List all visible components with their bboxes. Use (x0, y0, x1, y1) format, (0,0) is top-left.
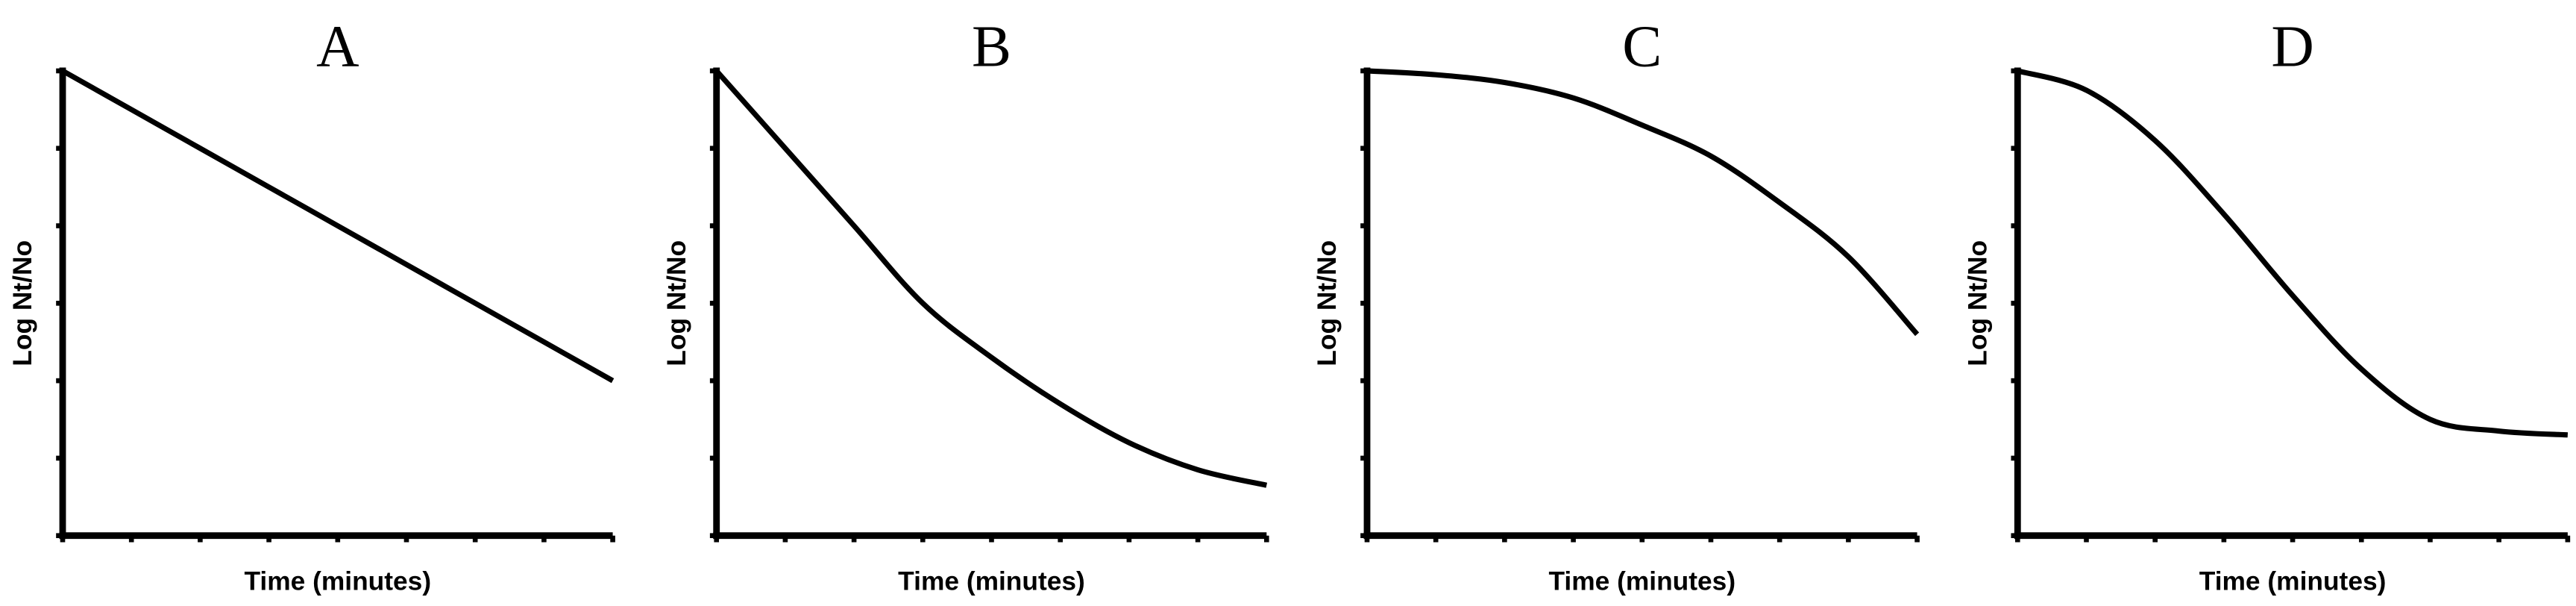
x-axis-label: Time (minutes) (2199, 567, 2387, 596)
panel: A Time (minutes) Log Nt/No (8, 13, 615, 596)
panel-title: B (972, 13, 1011, 79)
y-axis-label: Log Nt/No (1313, 240, 1342, 366)
x-axis-label: Time (minutes) (1548, 567, 1735, 596)
y-axis-label: Log Nt/No (662, 240, 691, 366)
y-axis-label: Log Nt/No (8, 240, 37, 366)
panel-title: C (1622, 13, 1662, 79)
x-axis-label: Time (minutes) (898, 567, 1085, 596)
panel: B Time (minutes) Log Nt/No (662, 13, 1269, 596)
panel-title: A (316, 13, 359, 79)
panel-title: D (2271, 13, 2313, 79)
data-line (1366, 68, 1920, 337)
panel: D Time (minutes) Log Nt/No (1963, 13, 2571, 596)
data-line (2017, 68, 2569, 438)
data-line (61, 68, 615, 384)
y-axis-label: Log Nt/No (1963, 240, 1992, 366)
data-line (714, 69, 1268, 488)
panel: C Time (minutes) Log Nt/No (1313, 13, 1920, 596)
x-axis-label: Time (minutes) (244, 567, 431, 596)
